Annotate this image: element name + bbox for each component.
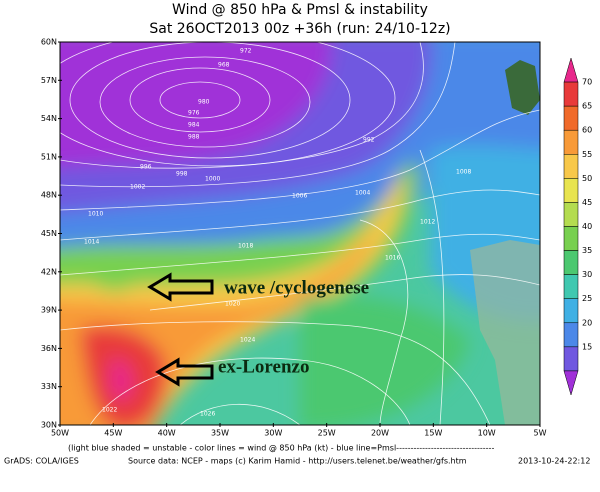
- map-field: 972 968 980 984 976 988 992 996 998 1000…: [60, 42, 540, 425]
- lon-label: 25W: [318, 429, 336, 438]
- lon-label: 5W: [534, 429, 547, 438]
- isobar-label: 1022: [102, 407, 117, 414]
- colorbar-label: 65: [582, 102, 592, 111]
- colorbar-segment: [563, 298, 579, 324]
- isobar-label: 988: [188, 134, 200, 141]
- isobar-label: 984: [188, 122, 200, 129]
- lon-label: 45W: [104, 429, 122, 438]
- lat-label: 39N: [41, 306, 57, 315]
- colorbar-segment: [563, 81, 579, 107]
- lat-label: 54N: [41, 114, 57, 123]
- lat-label: 30N: [41, 421, 57, 430]
- lat-label: 45N: [41, 229, 57, 238]
- colorbar-label: 20: [582, 318, 592, 327]
- colorbar-label: 40: [582, 222, 592, 231]
- colorbar-segment: [563, 105, 579, 131]
- isobar-label: 1020: [225, 301, 240, 308]
- lat-label: 51N: [41, 152, 57, 161]
- colorbar-segment: [563, 154, 579, 179]
- colorbar-label: 50: [582, 174, 592, 183]
- colorbar-label: 55: [582, 150, 592, 159]
- isobar-label: 1010: [88, 211, 103, 218]
- isobar-label: 992: [363, 137, 375, 144]
- isobar-label: 968: [218, 62, 230, 69]
- purple-zone: [60, 42, 332, 168]
- colorbar-segment: [563, 178, 579, 203]
- isobar-label: 1008: [456, 169, 471, 176]
- land-iberia: [470, 240, 540, 425]
- isobar-label: 1012: [420, 219, 435, 226]
- annotation-lorenzo: ex-Lorenzo: [218, 356, 309, 377]
- lat-label: 60N: [41, 38, 57, 47]
- footer-legend: (light blue shaded = unstable - color li…: [68, 444, 494, 453]
- colorbar-segment: [563, 202, 579, 227]
- lon-label: 35W: [211, 429, 229, 438]
- colorbar-label: 30: [582, 270, 592, 279]
- colorbar-segment: [563, 322, 579, 348]
- footer-grads: GrADS: COLA/IGES: [4, 457, 79, 466]
- isobar-label: 1026: [200, 411, 215, 418]
- subtitle: Sat 26OCT2013 00z +36h (run: 24/10-12z): [149, 21, 450, 37]
- colorbar-segment: [563, 250, 579, 275]
- colorbar-segment: [563, 57, 579, 83]
- isobar-label: 996: [140, 164, 152, 171]
- isobar-label: 998: [176, 171, 188, 178]
- green-south: [300, 296, 470, 425]
- lon-label: 20W: [371, 429, 389, 438]
- land-north: [505, 60, 540, 115]
- lat-label: 42N: [41, 267, 57, 276]
- colorbar-label: 45: [582, 198, 592, 207]
- isobar-label: 1024: [240, 337, 255, 344]
- colorbar-segment: [563, 346, 579, 372]
- footer-source: Source data: NCEP - maps (c) Karim Hamid…: [128, 457, 467, 466]
- lat-label: 33N: [41, 382, 57, 391]
- isobar-label: 1004: [355, 190, 370, 197]
- lat-label: 48N: [41, 191, 57, 200]
- colorbar-label: 70: [582, 78, 592, 87]
- green-patch: [90, 258, 140, 292]
- annotation-wave: wave /cyclogenese: [224, 277, 369, 298]
- colorbar-label: 60: [582, 126, 592, 135]
- arrow-lorenzo: [155, 357, 214, 387]
- title: Wind @ 850 hPa & Pmsl & instability: [172, 2, 428, 18]
- isobar-label: 1006: [292, 193, 307, 200]
- colorbar-label: 35: [582, 246, 592, 255]
- colorbar-label: 15: [582, 342, 592, 351]
- lon-label: 40W: [158, 429, 176, 438]
- colorbar-label: 25: [582, 294, 592, 303]
- lon-label: 50W: [51, 429, 69, 438]
- footer-stamp: 2013-10-24-22:12: [518, 457, 590, 466]
- lat-label: 57N: [41, 76, 57, 85]
- lon-label: 10W: [478, 429, 496, 438]
- colorbar-segment: [563, 274, 579, 299]
- lon-label: 15W: [424, 429, 442, 438]
- colorbar-segment: [563, 129, 579, 155]
- isobars: [60, 42, 540, 425]
- colorbar-segment: [563, 370, 579, 396]
- isobar-label: 1016: [385, 255, 400, 262]
- isobar-label: 980: [198, 99, 210, 106]
- lat-label: 36N: [41, 344, 57, 353]
- isobar-label: 976: [188, 110, 200, 117]
- colorbar: 70 65 60 55 50 45 40 35 30 25 20 15: [563, 57, 592, 396]
- isobar-label: 1002: [130, 184, 145, 191]
- isobar-label: 1014: [84, 239, 99, 246]
- isobar-label: 1018: [238, 243, 253, 250]
- lon-label: 30W: [264, 429, 282, 438]
- colorbar-segment: [563, 226, 579, 251]
- isobar-label: 972: [240, 48, 252, 55]
- arrow-wave: [147, 272, 214, 302]
- isobar-label: 1000: [205, 176, 220, 183]
